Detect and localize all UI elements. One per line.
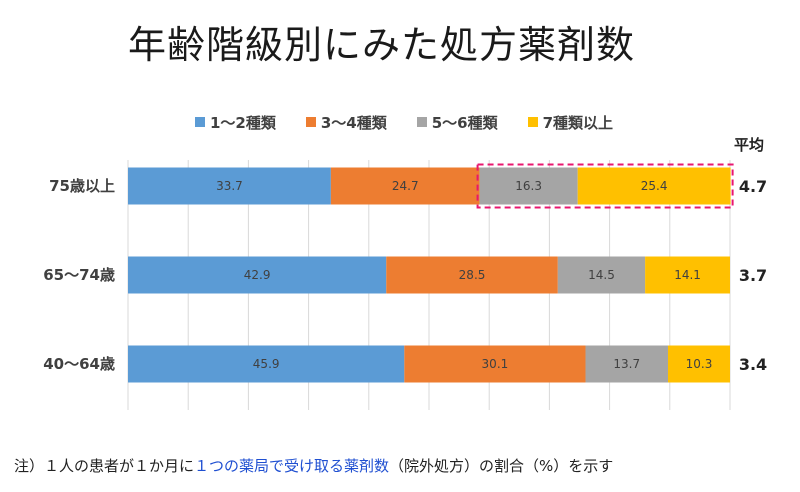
legend-swatch-4	[527, 117, 538, 127]
footnote: 注）１人の患者が１か月に１つの薬局で受け取る薬剤数（院外処方）の割合（%）を示す	[14, 455, 613, 476]
data-label: 14.1	[674, 268, 701, 282]
data-label: 24.7	[392, 179, 419, 193]
bar-segment	[577, 167, 731, 205]
bar-segment	[479, 167, 578, 205]
data-label: 30.1	[482, 357, 509, 371]
data-label: 16.3	[515, 179, 542, 193]
average-value: 3.4	[739, 355, 767, 374]
bar-segment	[128, 345, 405, 383]
bar-segment	[645, 256, 730, 294]
data-label: 14.5	[588, 268, 615, 282]
footnote-suffix: （院外処方）の割合（%）を示す	[389, 457, 614, 475]
legend-swatch-1	[195, 117, 205, 127]
bar-segment	[330, 167, 480, 205]
legend: 1〜2種類 3〜4種類 5〜6種類 7種類以上	[195, 112, 643, 132]
data-label: 28.5	[459, 268, 486, 282]
footnote-prefix: 注）１人の患者が１か月に	[14, 457, 195, 475]
bar-segment	[128, 256, 387, 294]
legend-item-3: 5〜6種類	[416, 112, 498, 133]
bar-segment	[404, 345, 586, 383]
legend-label-1: 1〜2種類	[210, 113, 276, 132]
category-label: 40〜64歳	[43, 355, 115, 373]
bar-segment	[386, 256, 558, 294]
bar-segment	[585, 345, 668, 383]
data-label: 13.7	[613, 357, 640, 371]
bar-segment	[557, 256, 646, 294]
data-label: 10.3	[686, 357, 713, 371]
chart-plot: 75歳以上 33.7 24.7 16.3 25.4 4.7 65〜74歳 42.9 28.5 14…	[43, 160, 767, 410]
legend-swatch-3	[416, 117, 427, 127]
category-label: 75歳以上	[49, 177, 115, 195]
data-label: 45.9	[253, 357, 280, 371]
footnote-emphasis: １つの薬局で受け取る薬剤数	[194, 457, 390, 475]
average-header: 平均	[734, 136, 765, 154]
chart-title: 年齢階級別にみた処方薬剤数	[128, 23, 636, 67]
legend-label-3: 5〜6種類	[431, 113, 498, 132]
legend-item-2: 3〜4種類	[305, 112, 387, 133]
average-value: 4.7	[739, 177, 767, 196]
legend-item-4: 7種類以上	[527, 112, 614, 133]
legend-item-1: 1〜2種類	[195, 112, 276, 133]
average-value: 3.7	[739, 266, 767, 285]
legend-swatch-2	[305, 117, 316, 127]
legend-label-2: 3〜4種類	[320, 113, 387, 132]
data-label: 25.4	[641, 179, 668, 193]
data-label: 42.9	[244, 268, 271, 282]
data-label: 33.7	[216, 179, 243, 193]
bar-segment	[128, 167, 331, 205]
bar-segment	[667, 345, 730, 383]
legend-label-4: 7種類以上	[542, 113, 614, 132]
highlight-box	[476, 163, 734, 209]
category-label: 65〜74歳	[43, 266, 115, 284]
